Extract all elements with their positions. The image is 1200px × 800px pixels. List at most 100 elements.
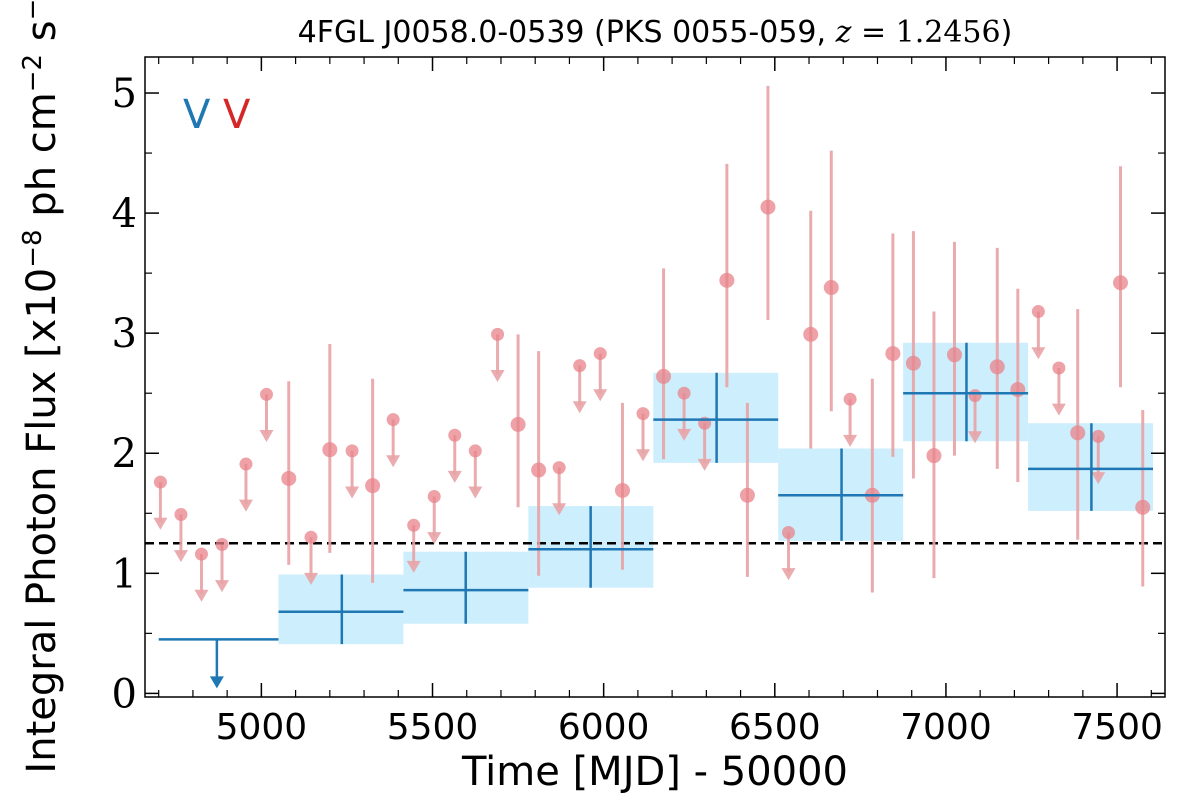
title-z-value: 1.2456	[896, 15, 1001, 50]
upper-limit-point-12	[468, 444, 482, 458]
upper-limit-arrow-8	[386, 455, 401, 468]
ylabel-exp3: −1	[18, 0, 48, 20]
upper-limit-point-13	[491, 327, 505, 341]
upper-limit-point-1	[174, 507, 188, 521]
upper-limit-point-7	[345, 444, 359, 458]
detection-point-19	[1070, 425, 1086, 441]
x-tick-label-0: 5000	[216, 707, 308, 748]
upper-limit-point-9	[407, 518, 421, 532]
y-tick-label-1: 1	[112, 551, 137, 597]
upper-limit-point-18	[677, 386, 691, 400]
detection-point-5	[614, 482, 630, 498]
upper-limit-arrow-5	[259, 430, 274, 443]
upper-limit-arrow-6	[304, 572, 319, 585]
detection-point-0	[281, 470, 297, 486]
upper-limit-point-25	[1091, 429, 1105, 443]
x-tick-label-4: 7000	[900, 707, 992, 748]
upper-limit-arrow-19	[697, 458, 712, 471]
detection-point-3	[510, 416, 526, 432]
upper-limit-arrow-18	[677, 428, 692, 441]
ylabel-mid: ph cm	[19, 92, 65, 229]
ylabel-exp2: −2	[18, 54, 48, 92]
detection-point-21	[1135, 499, 1151, 515]
upper-limit-arrow-13	[490, 370, 505, 383]
upper-limit-point-17	[636, 407, 650, 421]
detection-point-10	[803, 326, 819, 342]
ylabel-exp1: −8	[18, 229, 48, 267]
upper-limit-arrow-23	[1031, 347, 1046, 360]
upper-limit-point-4	[239, 457, 253, 471]
detection-point-14	[905, 355, 921, 371]
detection-point-8	[739, 487, 755, 503]
detection-point-2	[365, 478, 381, 494]
legend-entry-0: V	[183, 92, 211, 138]
ylabel-main: Integral Photon Flux [x10	[19, 268, 65, 774]
upper-limit-point-21	[843, 392, 857, 406]
x-tick-label-1: 5500	[387, 707, 479, 748]
detection-point-6	[656, 368, 672, 384]
y-tick-label-2: 2	[112, 431, 137, 477]
title-suffix: )	[1001, 15, 1013, 50]
detection-point-7	[719, 272, 735, 288]
detection-point-9	[760, 199, 776, 215]
points-layer	[153, 85, 1151, 602]
detection-point-11	[823, 280, 839, 296]
upper-limit-point-5	[260, 387, 274, 401]
upper-limit-point-3	[215, 538, 229, 552]
upper-limit-point-24	[1052, 361, 1066, 375]
detection-point-13	[885, 346, 901, 362]
upper-limit-arrow-10	[427, 532, 442, 545]
upper-limit-arrow-9	[406, 560, 421, 573]
upper-limit-arrow-2	[194, 589, 209, 602]
upper-limit-arrow-24	[1051, 403, 1066, 416]
y-tick-label-0: 0	[112, 671, 137, 717]
upper-limit-arrow-16	[593, 389, 608, 402]
detection-point-16	[946, 347, 962, 363]
y-tick-label-4: 4	[112, 191, 137, 237]
x-axis-label: Time [MJD] - 50000	[461, 749, 848, 795]
upper-limit-point-14	[552, 461, 566, 475]
ylabel-mid2: s	[19, 20, 65, 54]
title-prefix: 4FGL J0058.0-0539 (PKS 0055-059,	[298, 15, 836, 50]
upper-limit-arrow-4	[238, 499, 253, 512]
bin-upper-limit-arrow-0	[209, 676, 224, 689]
upper-limit-arrow-25	[1091, 472, 1106, 485]
upper-limit-arrow-22	[968, 431, 983, 444]
upper-limit-arrow-0	[153, 517, 168, 530]
upper-limit-arrow-15	[572, 401, 587, 414]
upper-limit-arrow-21	[843, 434, 858, 447]
y-tick-label-5: 5	[112, 71, 137, 117]
detection-point-15	[926, 448, 942, 464]
upper-limit-point-22	[968, 389, 982, 403]
upper-limit-point-10	[427, 489, 441, 503]
detection-point-18	[1010, 382, 1026, 398]
detection-point-1	[322, 442, 338, 458]
detection-point-20	[1113, 275, 1129, 291]
chart-title: 4FGL J0058.0-0539 (PKS 0055-059, z = 1.2…	[298, 15, 1013, 50]
upper-limit-arrow-7	[345, 486, 360, 499]
y-tick-label-3: 3	[112, 311, 137, 357]
legend-entry-1: V	[223, 92, 251, 138]
upper-limit-point-23	[1031, 305, 1045, 319]
axes-layer: 5000 5500 6000 6500 7000 7500 0 1 2 3 4 5	[112, 56, 1166, 748]
upper-limit-arrow-1	[173, 550, 188, 563]
upper-limit-arrow-20	[781, 568, 796, 581]
upper-limit-point-2	[194, 547, 208, 561]
y-axis-label: Integral Photon Flux [x10−8 ph cm−2 s−1]	[18, 0, 65, 774]
detection-point-17	[989, 359, 1005, 375]
upper-limit-arrow-14	[552, 503, 567, 516]
binned-series-layer	[158, 342, 1154, 689]
detection-point-4	[531, 462, 547, 478]
upper-limit-point-6	[304, 530, 318, 544]
x-tick-label-3: 6500	[729, 707, 821, 748]
plot-frame	[144, 56, 1166, 698]
upper-limit-arrow-11	[447, 470, 462, 483]
upper-limit-point-11	[448, 428, 462, 442]
x-tick-label-5: 7500	[1071, 707, 1163, 748]
upper-limit-arrow-12	[468, 486, 483, 499]
upper-limit-point-20	[781, 525, 795, 539]
upper-limit-point-0	[153, 475, 167, 489]
upper-limit-point-8	[386, 413, 400, 427]
